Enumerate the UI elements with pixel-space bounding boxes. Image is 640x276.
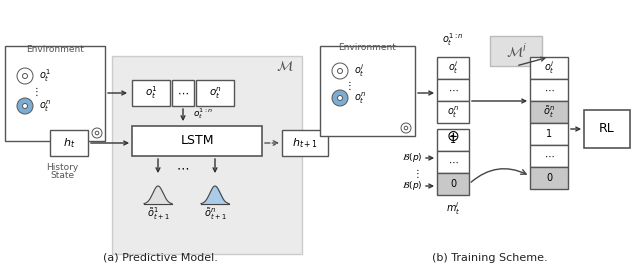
Text: History: History xyxy=(46,163,78,171)
Bar xyxy=(112,56,302,254)
Circle shape xyxy=(332,90,348,106)
Bar xyxy=(437,79,469,101)
Text: $\vdots$: $\vdots$ xyxy=(31,84,38,97)
Circle shape xyxy=(332,63,348,79)
Bar xyxy=(50,130,88,156)
Text: $o_t^1$: $o_t^1$ xyxy=(145,85,157,101)
Text: LSTM: LSTM xyxy=(180,134,214,147)
FancyArrowPatch shape xyxy=(471,169,526,182)
Text: 0: 0 xyxy=(450,179,456,189)
Text: $\mathcal{M}$: $\mathcal{M}$ xyxy=(276,59,294,73)
Text: $\mathcal{B}(p)$: $\mathcal{B}(p)$ xyxy=(401,152,422,164)
Text: Environment: Environment xyxy=(338,44,396,52)
Circle shape xyxy=(22,73,28,78)
Text: $o_t^n$: $o_t^n$ xyxy=(354,90,366,106)
Circle shape xyxy=(92,128,102,138)
Bar xyxy=(530,79,568,101)
Bar xyxy=(530,123,568,145)
Text: $o_t^n$: $o_t^n$ xyxy=(209,85,221,101)
Text: State: State xyxy=(50,171,74,179)
Bar xyxy=(530,57,568,79)
Text: $\tilde{o}_t^n$: $\tilde{o}_t^n$ xyxy=(543,104,555,120)
Text: $\oplus$: $\oplus$ xyxy=(446,129,460,144)
Text: $\vdots$: $\vdots$ xyxy=(412,166,420,179)
Text: $\mathcal{M}^i$: $\mathcal{M}^i$ xyxy=(506,42,527,60)
Bar xyxy=(132,80,170,106)
Bar xyxy=(437,129,469,151)
Text: $o_t^i$: $o_t^i$ xyxy=(447,60,458,76)
Text: $h_{t+1}$: $h_{t+1}$ xyxy=(292,136,318,150)
Circle shape xyxy=(337,68,342,73)
Text: $o_t^i$: $o_t^i$ xyxy=(354,63,365,79)
Bar xyxy=(132,126,262,156)
Bar xyxy=(584,110,630,148)
Circle shape xyxy=(401,123,411,133)
Text: $o_t^n$: $o_t^n$ xyxy=(447,104,459,120)
Text: $\mathcal{B}(p)$: $\mathcal{B}(p)$ xyxy=(401,179,422,192)
Text: $\cdots$: $\cdots$ xyxy=(177,88,189,98)
Circle shape xyxy=(337,95,342,100)
Bar xyxy=(437,173,469,195)
Text: 0: 0 xyxy=(546,173,552,183)
Text: $\cdots$: $\cdots$ xyxy=(448,157,458,167)
Text: 1: 1 xyxy=(546,129,552,139)
Text: 1: 1 xyxy=(450,135,456,145)
Bar xyxy=(172,80,194,106)
Circle shape xyxy=(17,68,33,84)
Text: $o_t^{1:n}$: $o_t^{1:n}$ xyxy=(193,107,213,121)
Circle shape xyxy=(22,104,28,108)
Bar xyxy=(320,46,415,136)
Text: $\cdots$: $\cdots$ xyxy=(544,151,554,161)
Text: $o_t^1$: $o_t^1$ xyxy=(39,68,51,84)
Text: $\tilde{o}_{t+1}^n$: $\tilde{o}_{t+1}^n$ xyxy=(204,206,227,222)
Text: $m_t^i$: $m_t^i$ xyxy=(446,201,460,217)
Circle shape xyxy=(17,98,33,114)
Text: $\cdots$: $\cdots$ xyxy=(544,85,554,95)
Circle shape xyxy=(404,126,408,130)
Text: $o_t^n$: $o_t^n$ xyxy=(39,98,51,114)
Bar xyxy=(196,80,234,106)
Text: $\cdots$: $\cdots$ xyxy=(448,85,458,95)
Circle shape xyxy=(95,131,99,135)
Text: $o_t^i$: $o_t^i$ xyxy=(543,60,554,76)
Text: $\tilde{o}_{t+1}^1$: $\tilde{o}_{t+1}^1$ xyxy=(147,206,170,222)
Text: $o_t^{1:n}$: $o_t^{1:n}$ xyxy=(442,31,464,48)
Bar xyxy=(490,36,542,66)
Bar xyxy=(437,151,469,173)
Bar xyxy=(437,101,469,123)
Bar xyxy=(437,57,469,79)
Text: (b) Training Scheme.: (b) Training Scheme. xyxy=(432,253,548,263)
Bar xyxy=(530,101,568,123)
Text: Environment: Environment xyxy=(26,46,84,54)
Text: RL: RL xyxy=(599,123,615,136)
Text: $\vdots$: $\vdots$ xyxy=(344,78,352,92)
Bar xyxy=(530,167,568,189)
Bar xyxy=(5,46,105,141)
Text: (a) Predictive Model.: (a) Predictive Model. xyxy=(102,253,218,263)
Text: $\cdots$: $\cdots$ xyxy=(177,161,189,174)
Bar xyxy=(282,130,328,156)
Text: $h_t$: $h_t$ xyxy=(63,136,75,150)
Bar xyxy=(530,145,568,167)
